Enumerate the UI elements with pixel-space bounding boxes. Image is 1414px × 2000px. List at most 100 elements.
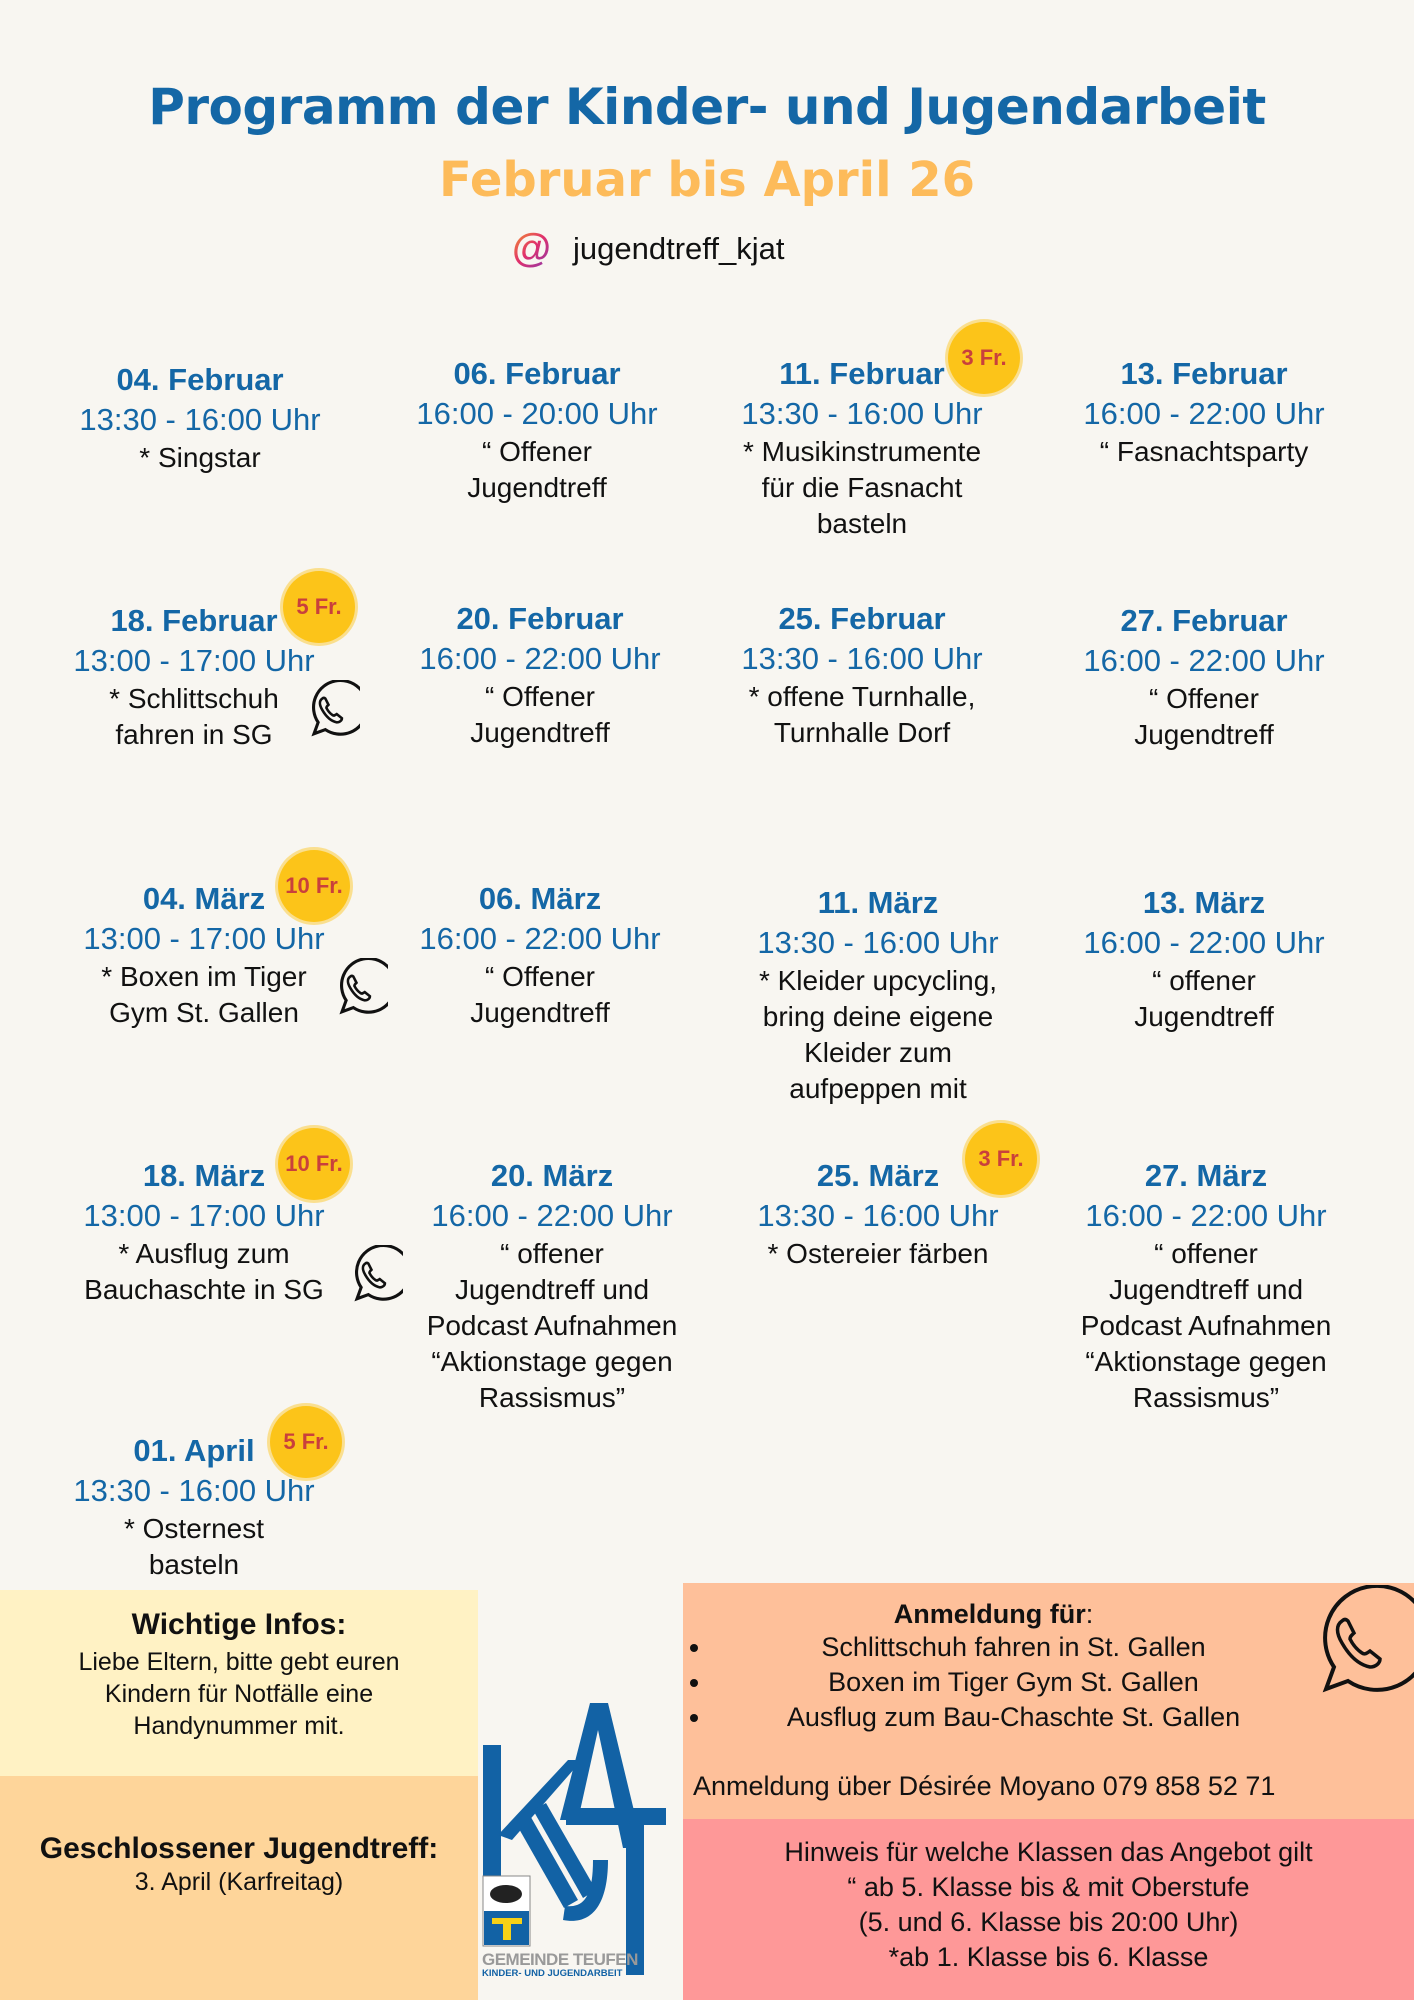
event-card: 04. März 13:00 - 17:00 Uhr * Boxen im Ti… <box>14 879 394 1031</box>
class-note: *ab 1. Klasse bis 6. Klasse <box>888 1942 1209 1972</box>
event-time: 16:00 - 22:00 Uhr <box>1085 1198 1327 1233</box>
class-notes-heading: Hinweis für welche Klassen das Angebot g… <box>784 1837 1313 1867</box>
event-time: 13:30 - 16:00 Uhr <box>757 925 999 960</box>
event-date: 20. Februar <box>456 601 624 636</box>
event-time: 16:00 - 22:00 Uhr <box>431 1198 673 1233</box>
event-date: 25. März <box>816 1158 940 1193</box>
event-card: 06. März 16:00 - 22:00 Uhr “ Offener Jug… <box>350 879 730 1031</box>
closed-panel: Geschlossener Jugendtreff: 3. April (Kar… <box>0 1776 478 2000</box>
event-date: 01. April <box>133 1433 255 1468</box>
event-date: 04. März <box>142 881 266 916</box>
page-title: Programm der Kinder- und Jugendarbeit <box>148 78 1266 136</box>
event-date: 13. Februar <box>1120 356 1288 391</box>
event-date: 25. Februar <box>778 601 946 636</box>
event-description: “ Fasnachtsparty <box>1099 436 1309 467</box>
event-time: 13:30 - 16:00 Uhr <box>73 1473 315 1508</box>
event-description: * Boxen im Tiger Gym St. Gallen <box>101 961 307 1028</box>
kajt-logo <box>482 1703 666 1975</box>
class-note: “ ab 5. Klasse bis & mit Oberstufe <box>847 1872 1250 1902</box>
class-notes-panel: Hinweis für welche Klassen das Angebot g… <box>683 1819 1414 2000</box>
event-card: 13. Februar 16:00 - 22:00 Uhr “ Fasnacht… <box>1014 354 1394 470</box>
event-time: 16:00 - 22:00 Uhr <box>1083 643 1325 678</box>
event-description: * Osternest basteln <box>123 1513 265 1580</box>
event-card: 13. März 16:00 - 22:00 Uhr “ offener Jug… <box>1014 883 1394 1035</box>
event-description: * Musikinstrumente für die Fasnacht bast… <box>742 436 982 539</box>
event-description: “ offener Jugendtreff und Podcast Aufnah… <box>1080 1238 1332 1413</box>
event-card: 11. Februar 13:30 - 16:00 Uhr * Musikins… <box>672 354 1052 542</box>
event-time: 13:30 - 16:00 Uhr <box>741 396 983 431</box>
logo-municipality: GEMEINDE TEUFEN <box>482 1950 638 1969</box>
event-time: 16:00 - 22:00 Uhr <box>419 641 661 676</box>
event-date: 04. Februar <box>116 362 284 397</box>
logo-department: KINDER- UND JUGENDARBEIT <box>482 1968 623 1979</box>
registration-item: Ausflug zum Bau-Chaschte St. Gallen <box>713 1700 1414 1735</box>
event-time: 16:00 - 22:00 Uhr <box>419 921 661 956</box>
event-card: 18. März 13:00 - 17:00 Uhr * Ausflug zum… <box>14 1156 394 1308</box>
registration-item: Schlittschuh fahren in St. Gallen <box>713 1630 1414 1665</box>
event-time: 13:00 - 17:00 Uhr <box>83 1198 325 1233</box>
event-card: 25. März 13:30 - 16:00 Uhr * Ostereier f… <box>688 1156 1068 1272</box>
event-description: * Kleider upcycling, bring deine eigene … <box>758 965 998 1104</box>
event-date: 27. Februar <box>1120 603 1288 638</box>
important-info-panel: Wichtige Infos: Liebe Eltern, bitte gebt… <box>0 1590 478 1776</box>
event-card: 20. März 16:00 - 22:00 Uhr “ offener Jug… <box>362 1156 742 1416</box>
event-card: 20. Februar 16:00 - 22:00 Uhr “ Offener … <box>350 599 730 751</box>
event-time: 16:00 - 22:00 Uhr <box>1083 396 1325 431</box>
important-info-text: Liebe Eltern, bitte gebt euren Kindern f… <box>78 1648 400 1740</box>
event-description: * Singstar <box>139 442 261 473</box>
price-badge: 3 Fr. <box>965 1123 1037 1195</box>
registration-contact: Anmeldung über Désirée Moyano 079 858 52… <box>693 1771 1276 1801</box>
event-time: 13:30 - 16:00 Uhr <box>79 402 321 437</box>
event-date: 20. März <box>490 1158 614 1193</box>
event-date: 11. März <box>817 885 939 920</box>
price-badge: 5 Fr. <box>270 1406 342 1478</box>
event-card: 11. März 13:30 - 16:00 Uhr * Kleider upc… <box>688 883 1068 1107</box>
event-time: 13:00 - 17:00 Uhr <box>83 921 325 956</box>
event-description: * offene Turnhalle, Turnhalle Dorf <box>748 681 976 748</box>
event-card: 25. Februar 13:30 - 16:00 Uhr * offene T… <box>672 599 1052 751</box>
instagram-handle: jugendtreff_kjat <box>573 230 785 266</box>
price-badge: 10 Fr. <box>278 850 350 922</box>
event-description: * Ausflug zum Bauchaschte in SG <box>84 1238 324 1305</box>
closed-date: 3. April (Karfreitag) <box>134 1868 344 1896</box>
important-info-heading: Wichtige Infos: <box>131 1608 347 1641</box>
page-subtitle: Februar bis April 26 <box>438 152 976 208</box>
event-card: 01. April 13:30 - 16:00 Uhr * Osternest … <box>4 1431 384 1583</box>
event-date: 18. März <box>142 1158 266 1193</box>
event-description: “ offener Jugendtreff <box>1134 965 1274 1032</box>
event-description: “ Offener Jugendtreff <box>470 961 610 1028</box>
event-time: 16:00 - 20:00 Uhr <box>416 396 658 431</box>
event-card: 27. Februar 16:00 - 22:00 Uhr “ Offener … <box>1014 601 1394 753</box>
whatsapp-icon <box>1322 1585 1414 1693</box>
registration-item: Boxen im Tiger Gym St. Gallen <box>713 1665 1414 1700</box>
event-card: 06. Februar 16:00 - 20:00 Uhr “ Offener … <box>347 354 727 506</box>
event-description: “ Offener Jugendtreff <box>467 436 607 503</box>
instagram-handle-link[interactable]: @ jugendtreff_kjat <box>512 226 784 271</box>
event-date: 27. März <box>1144 1158 1268 1193</box>
whatsapp-icon <box>354 1245 403 1302</box>
event-time: 13:30 - 16:00 Uhr <box>741 641 983 676</box>
event-time: 13:00 - 17:00 Uhr <box>73 643 315 678</box>
event-description: “ Offener Jugendtreff <box>470 681 610 748</box>
closed-heading: Geschlossener Jugendtreff: <box>39 1832 439 1865</box>
registration-list: Schlittschuh fahren in St. Gallen Boxen … <box>683 1630 1414 1735</box>
event-date: 13. März <box>1142 885 1266 920</box>
event-date: 11. Februar <box>779 356 945 391</box>
event-card: 04. Februar 13:30 - 16:00 Uhr * Singstar <box>10 360 390 476</box>
event-description: “ offener Jugendtreff und Podcast Aufnah… <box>426 1238 678 1413</box>
event-date: 18. Februar <box>110 603 278 638</box>
whatsapp-icon <box>311 680 360 737</box>
event-card: 27. März 16:00 - 22:00 Uhr “ offener Jug… <box>1016 1156 1396 1416</box>
price-badge: 5 Fr. <box>283 571 355 643</box>
event-time: 16:00 - 22:00 Uhr <box>1083 925 1325 960</box>
event-date: 06. Februar <box>453 356 621 391</box>
event-description: “ Offener Jugendtreff <box>1134 683 1274 750</box>
event-description: * Schlittschuh fahren in SG <box>109 683 279 750</box>
event-time: 13:30 - 16:00 Uhr <box>757 1198 999 1233</box>
instagram-at-icon: @ <box>512 226 552 270</box>
whatsapp-icon <box>339 958 388 1015</box>
registration-heading: Anmeldung für <box>893 1599 1086 1629</box>
event-date: 06. März <box>478 881 602 916</box>
event-card: 18. Februar 13:00 - 17:00 Uhr * Schlitts… <box>4 601 384 753</box>
event-description: * Ostereier färben <box>767 1238 989 1269</box>
